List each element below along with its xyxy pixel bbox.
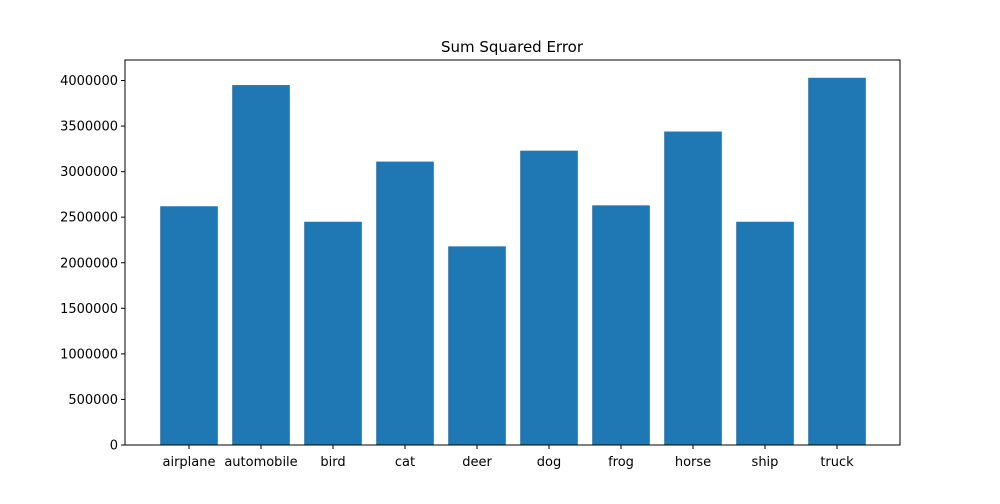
- x-tick-label: cat: [395, 455, 415, 470]
- bars: [160, 77, 866, 446]
- bar-horse: [664, 131, 722, 445]
- x-tick-label: truck: [820, 455, 854, 470]
- x-tick-label: bird: [320, 455, 345, 470]
- bar-airplane: [160, 206, 218, 445]
- chart-title: Sum Squared Error: [441, 38, 584, 56]
- y-tick-label: 4000000: [60, 74, 118, 89]
- x-tick-label: deer: [462, 455, 492, 470]
- x-tick-label: frog: [608, 455, 634, 470]
- x-axis-ticks: airplane automobile bird cat deer dog frog hors…: [163, 445, 854, 470]
- y-tick-label: 3500000: [60, 120, 118, 135]
- y-tick-label: 1500000: [60, 302, 118, 317]
- bar-truck: [808, 77, 866, 446]
- y-tick-label: 3000000: [60, 165, 118, 180]
- x-tick-label: dog: [537, 455, 561, 470]
- bar-bird: [304, 221, 362, 445]
- y-tick-label: 2500000: [60, 211, 118, 226]
- bar-frog: [592, 205, 650, 445]
- x-tick-label: airplane: [163, 455, 216, 470]
- y-tick-label: 0: [110, 439, 118, 454]
- bar-ship: [736, 221, 794, 445]
- y-tick-label: 500000: [68, 393, 118, 408]
- bar-automobile: [232, 85, 290, 445]
- plot-frame: [124, 59, 901, 446]
- y-axis-ticks: 0 500000 1000000 1500000 2000000 2500000 30000…: [60, 74, 125, 454]
- x-tick-label: horse: [675, 455, 711, 470]
- bar-cat: [376, 161, 434, 445]
- x-tick-label: automobile: [224, 455, 297, 470]
- bar-dog: [520, 150, 578, 446]
- y-tick-label: 1000000: [60, 347, 118, 362]
- y-tick-label: 2000000: [60, 256, 118, 271]
- x-tick-label: ship: [752, 455, 779, 470]
- bar-deer: [448, 246, 506, 445]
